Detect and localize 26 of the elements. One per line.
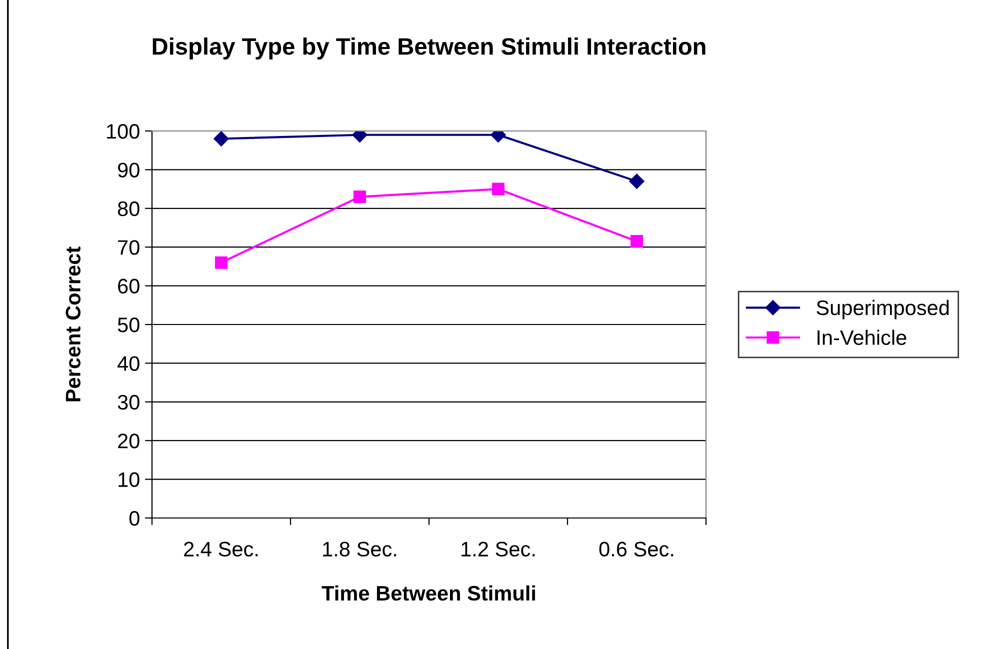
- y-tick-label: 90: [118, 162, 140, 178]
- x-tick-label: 0.6 Sec.: [599, 542, 674, 557]
- x-tick-label: 2.4 Sec.: [184, 542, 258, 557]
- legend-label: Superimposed: [816, 300, 949, 320]
- x-axis-title: Time Between Stimuli: [322, 585, 536, 601]
- y-tick-label: 80: [118, 201, 140, 216]
- y-tick-label: 30: [118, 394, 140, 410]
- y-tick-label: 40: [118, 356, 140, 371]
- point: [354, 190, 366, 204]
- y-tick-label: 50: [118, 318, 140, 332]
- point: [492, 182, 504, 196]
- point: [629, 174, 644, 189]
- y-tick-label: 100: [107, 124, 140, 139]
- legend-label: In-Vehicle: [818, 330, 906, 346]
- y-tick-label: 20: [118, 434, 140, 448]
- y-tick-label: 0: [129, 511, 140, 526]
- y-tick-label: 60: [118, 278, 140, 294]
- x-tick-label: 1.8 Sec.: [323, 542, 396, 557]
- point: [630, 235, 643, 248]
- point: [215, 256, 228, 269]
- x-tick-label: 1.2 Sec.: [462, 542, 535, 557]
- y-axis-title: Percent Correct: [66, 246, 80, 402]
- point: [214, 131, 229, 146]
- y-tick-label: 10: [118, 472, 140, 488]
- chart-title: Display Type by Time Between Stimuli Interaction: [152, 38, 706, 60]
- y-tick-label: 70: [118, 240, 140, 255]
